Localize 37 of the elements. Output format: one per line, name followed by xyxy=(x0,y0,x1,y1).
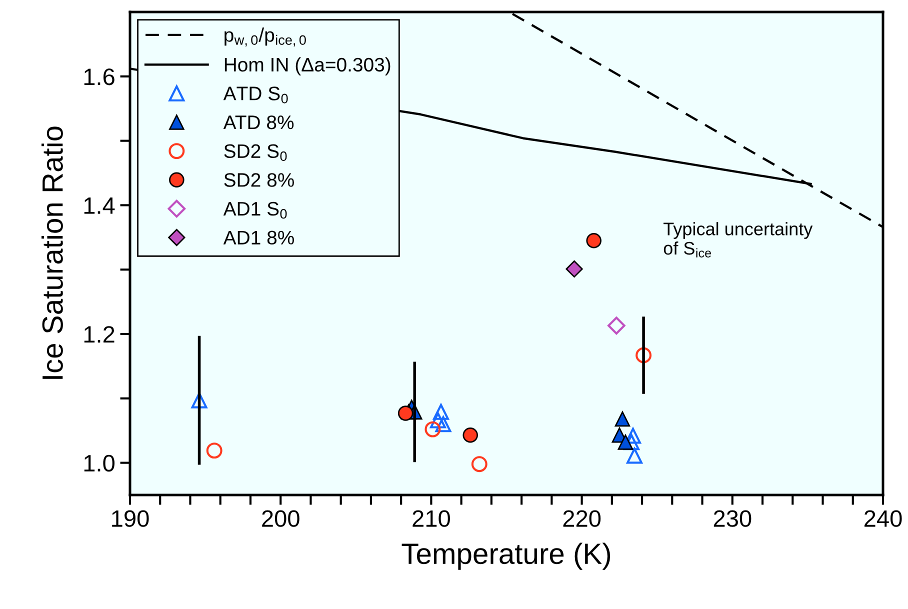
point xyxy=(618,434,634,450)
point xyxy=(586,232,602,248)
point xyxy=(566,260,583,278)
x-tick-label: 230 xyxy=(714,510,752,527)
y-axis-title: Ice Saturation Ratio xyxy=(42,126,63,379)
point xyxy=(398,406,414,421)
point xyxy=(435,416,452,432)
y-tick-label: 1.0 xyxy=(84,454,114,472)
point xyxy=(424,421,441,438)
point xyxy=(626,448,642,464)
y-tick-label: 1.6 xyxy=(84,68,114,86)
x-tick-label: 240 xyxy=(864,510,902,527)
y-tick-label: 1.4 xyxy=(84,198,115,214)
x-tick-label: 200 xyxy=(262,510,300,527)
legend-label: AD1 S$_{0}$ xyxy=(223,202,287,219)
x-tick-label: 210 xyxy=(412,510,450,527)
point xyxy=(636,347,652,364)
point xyxy=(608,316,626,335)
annotation: Typical uncertainty of S$_{ice}$ xyxy=(664,222,813,258)
point xyxy=(433,404,449,420)
legend-label: p$_{w,0}$/p$_{ice,0}$ xyxy=(224,28,306,46)
legend-label: ATD 8% xyxy=(223,115,294,130)
y-tick-label: 1.2 xyxy=(84,326,114,343)
x-axis-title: Temperature (K) xyxy=(402,542,610,570)
point xyxy=(462,427,478,443)
point xyxy=(430,412,446,428)
legend-label: SD2 8% xyxy=(224,173,294,187)
legend-label: SD2 S$_{0}$ xyxy=(224,144,287,162)
point xyxy=(191,392,208,408)
legend-label: ATD S$_{0}$ xyxy=(223,86,288,104)
x-tick-label: 190 xyxy=(112,510,149,527)
point xyxy=(614,411,630,427)
point xyxy=(206,442,222,459)
legend-label: Hom IN (Δa=0.303) xyxy=(224,57,390,76)
legend-label: AD1 8% xyxy=(223,230,294,245)
point xyxy=(471,456,488,472)
x-tick-label: 220 xyxy=(563,510,601,527)
